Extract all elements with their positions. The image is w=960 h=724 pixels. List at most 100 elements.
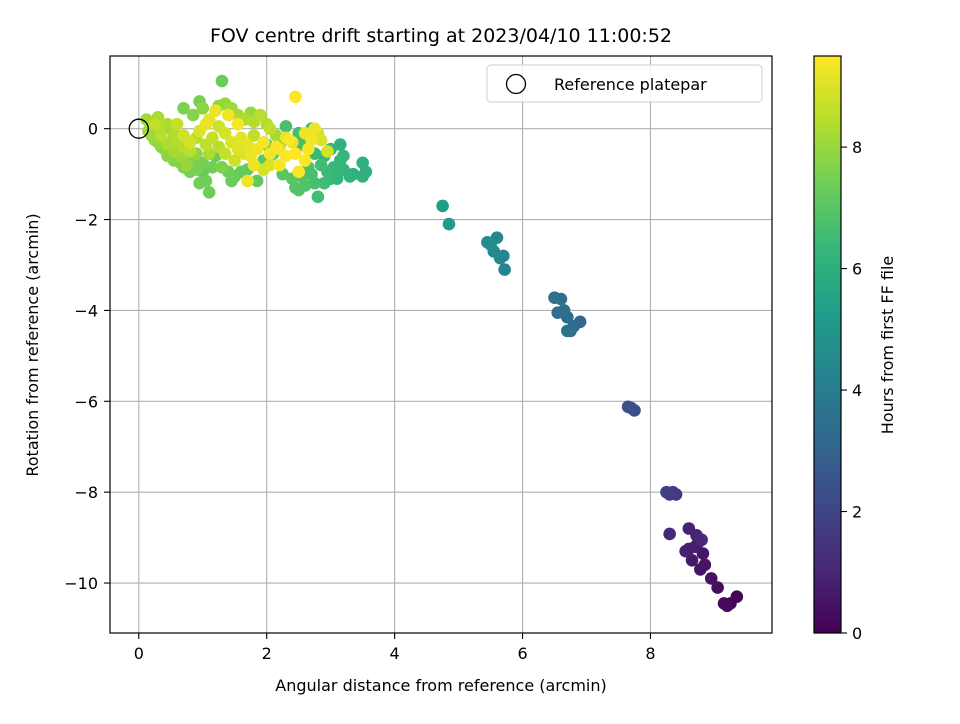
data-point: [660, 485, 673, 499]
data-point: [711, 581, 724, 594]
data-points: [140, 74, 744, 613]
data-point: [481, 235, 494, 249]
data-point: [337, 149, 350, 163]
data-point: [685, 554, 699, 567]
data-point: [161, 138, 174, 151]
colorbar: 0 2 4 6 8 Hours from first FF file: [813, 55, 897, 643]
data-point: [254, 108, 267, 122]
y-tick-label: 0: [88, 120, 98, 139]
data-point: [314, 158, 328, 172]
data-point: [196, 156, 210, 170]
x-axis-label: Angular distance from reference (arcmin): [275, 676, 606, 695]
data-point: [289, 90, 302, 104]
data-point: [269, 140, 283, 154]
data-point: [247, 158, 261, 172]
data-point: [222, 108, 235, 122]
data-point: [436, 199, 449, 213]
plot-frame: [109, 55, 773, 634]
y-axis: 0 −2 −4 −6 −8 −10: [64, 120, 110, 593]
data-point: [273, 158, 286, 172]
colorbar-tick-label: 0: [852, 624, 862, 643]
x-tick-label: 0: [134, 644, 144, 663]
data-point: [206, 131, 219, 145]
data-point: [228, 154, 242, 167]
legend-marker-reference: [505, 73, 527, 95]
data-point: [279, 120, 293, 133]
data-point: [170, 117, 184, 131]
data-point: [209, 104, 222, 117]
reference-platepar-marker: [128, 118, 149, 139]
data-point: [498, 263, 511, 276]
data-point: [183, 136, 197, 149]
data-point: [663, 527, 676, 541]
colorbar-frame: [813, 55, 842, 634]
data-point: [301, 142, 315, 156]
data-point: [279, 149, 293, 163]
colorbar-tick-label: 6: [852, 260, 862, 279]
data-point: [218, 147, 232, 160]
legend-box: [486, 64, 763, 103]
data-point: [263, 158, 277, 172]
data-point: [250, 174, 264, 188]
colorbar-tick-label: 4: [852, 381, 862, 400]
data-point: [161, 117, 174, 131]
data-point: [202, 185, 216, 199]
legend-label-reference: Reference platepar: [554, 75, 707, 94]
y-tick-label: −2: [74, 211, 98, 230]
data-point: [257, 136, 270, 149]
data-point: [621, 400, 635, 414]
data-point: [679, 544, 692, 558]
x-axis: 0 2 4 6 8: [134, 633, 656, 663]
data-point: [314, 133, 328, 147]
data-point: [199, 117, 213, 131]
colorbar-gradient: [814, 56, 841, 633]
colorbar-ticks: 0 2 4 6 8: [841, 138, 862, 643]
y-tick-label: −8: [74, 483, 98, 502]
colorbar-tick-label: 8: [852, 138, 862, 157]
data-point: [308, 122, 321, 135]
data-point: [215, 74, 229, 88]
data-point: [177, 101, 190, 115]
data-point: [183, 145, 197, 158]
data-point: [247, 129, 261, 142]
data-point: [282, 133, 296, 147]
x-tick-label: 2: [262, 644, 272, 663]
y-axis-label: Rotation from reference (arcmin): [23, 213, 42, 476]
data-point: [561, 324, 574, 338]
x-tick-label: 6: [517, 644, 527, 663]
data-point: [548, 291, 561, 305]
y-tick-label: −6: [74, 392, 98, 411]
colorbar-label: Hours from first FF file: [878, 256, 897, 435]
data-point: [321, 145, 334, 158]
data-point: [704, 572, 718, 585]
data-point: [215, 161, 229, 174]
data-point: [298, 154, 312, 167]
colorbar-tick-label: 2: [852, 503, 862, 522]
data-point: [356, 170, 369, 183]
x-tick-label: 8: [645, 644, 655, 663]
data-point: [333, 138, 347, 151]
data-point: [241, 174, 254, 188]
data-point: [263, 122, 277, 135]
data-point: [442, 217, 456, 231]
data-point: [695, 533, 708, 547]
data-point: [231, 117, 245, 131]
x-tick-label: 4: [390, 644, 400, 663]
chart-title: FOV centre drift starting at 2023/04/10 …: [210, 25, 672, 47]
legend: Reference platepar: [486, 64, 763, 103]
data-point: [196, 101, 210, 115]
data-point: [311, 190, 325, 204]
data-point: [356, 156, 369, 170]
data-point: [317, 176, 331, 190]
data-point: [241, 138, 254, 151]
y-tick-label: −4: [74, 301, 98, 320]
data-point: [193, 176, 206, 190]
data-point: [717, 597, 731, 610]
y-tick-label: −10: [64, 574, 98, 593]
data-point: [694, 563, 707, 576]
data-point: [180, 158, 194, 172]
data-point: [231, 142, 245, 156]
data-point: [551, 306, 565, 319]
data-point: [154, 129, 168, 142]
